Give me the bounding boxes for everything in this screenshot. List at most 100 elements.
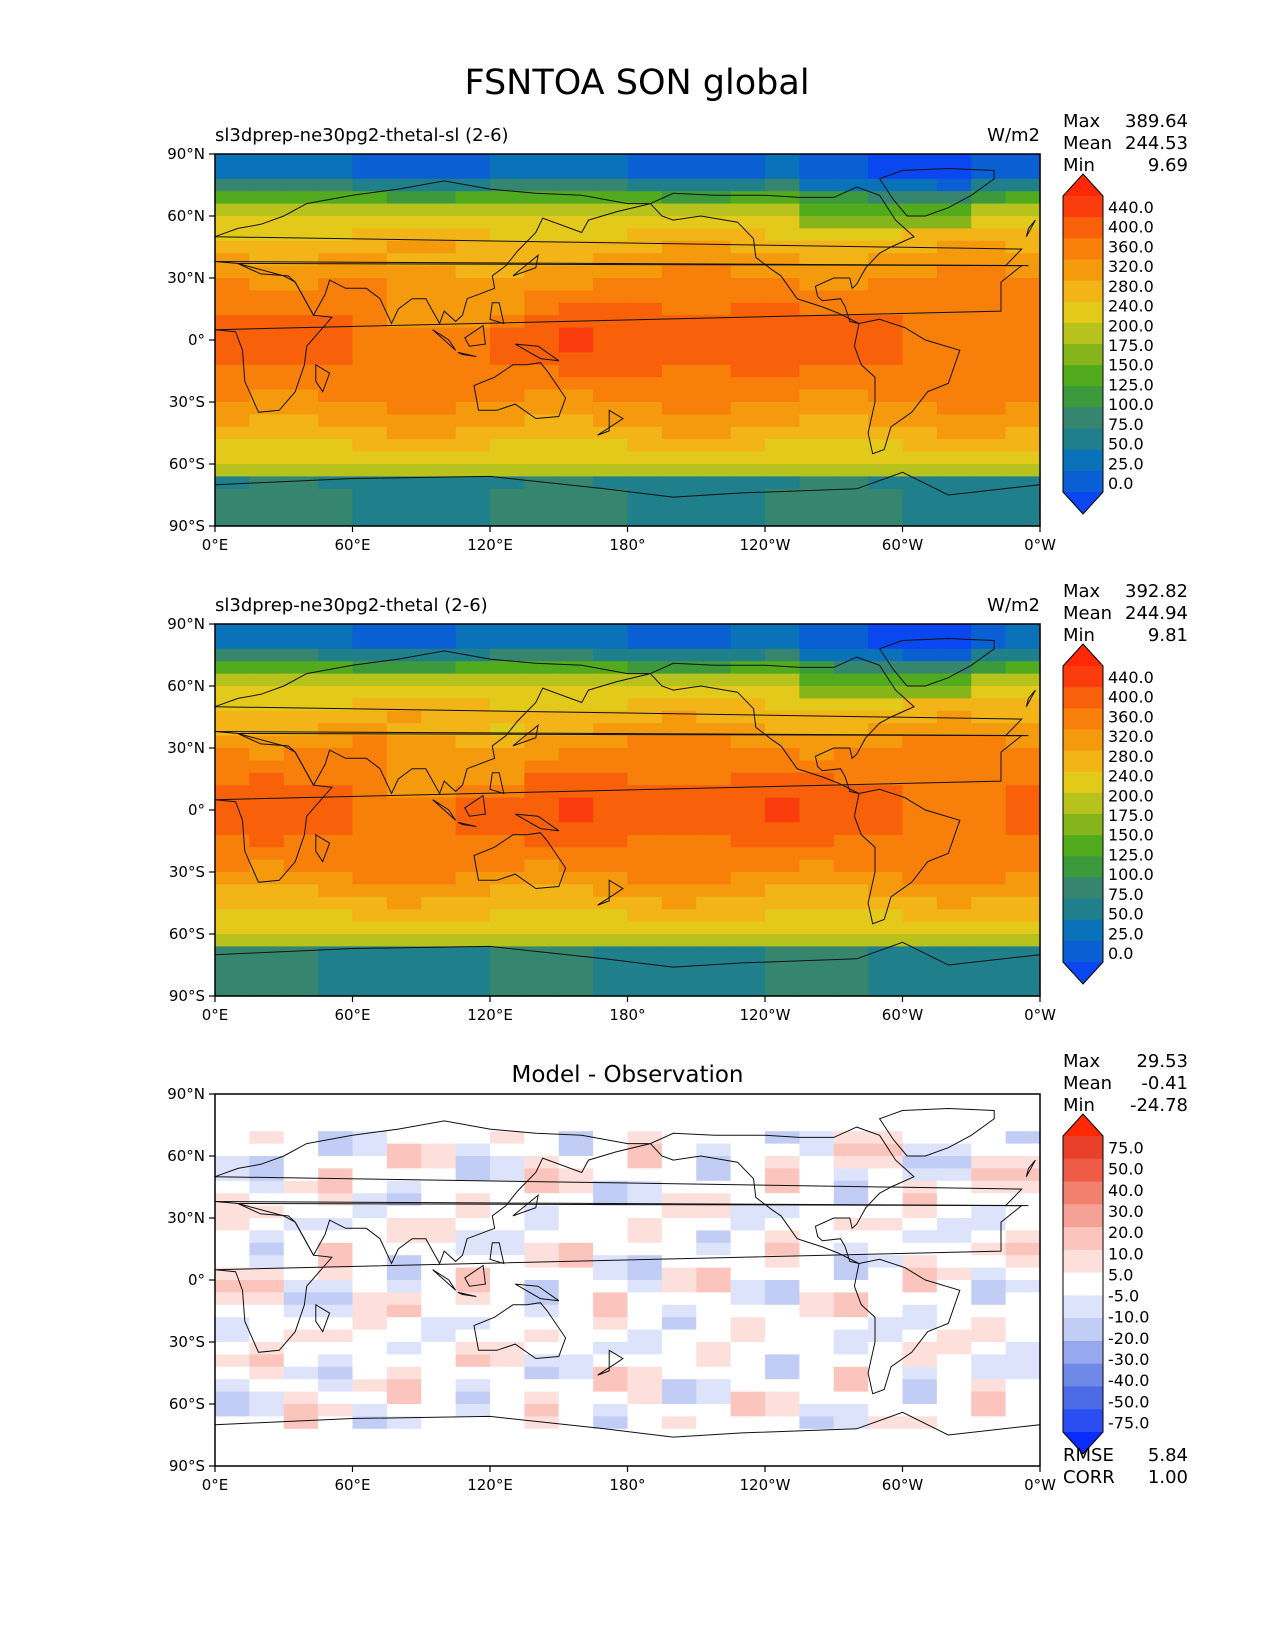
- coastline: [464, 794, 486, 817]
- field-cell: [833, 340, 869, 353]
- field-cell: [352, 1242, 388, 1256]
- field-cell: [421, 166, 457, 180]
- field-cell: [833, 364, 869, 378]
- field-cell: [249, 377, 285, 391]
- field-cell: [730, 785, 766, 799]
- stat-label: Mean: [1063, 603, 1112, 624]
- field-cell: [971, 810, 1007, 823]
- stat-label: Mean: [1063, 1073, 1112, 1094]
- field-cell: [696, 364, 732, 378]
- field-cell: [215, 290, 250, 304]
- field-cell: [765, 278, 800, 291]
- field-cell: [215, 278, 250, 291]
- field-cell: [661, 178, 697, 192]
- colorbar-swatch: [1063, 301, 1103, 324]
- field-cell: [696, 414, 732, 428]
- field-cell: [936, 1366, 972, 1380]
- field-cell: [661, 847, 697, 861]
- field-cell: [455, 216, 491, 229]
- field-cell: [283, 1366, 319, 1380]
- coastlines: [214, 637, 1041, 997]
- field-cell: [765, 834, 800, 848]
- field-cell: [661, 624, 697, 637]
- stat-label: Mean: [1063, 133, 1112, 154]
- field-cell: [558, 686, 594, 699]
- field-cell: [421, 203, 457, 217]
- field-cell: [283, 178, 319, 192]
- field-cell: [799, 1094, 835, 1107]
- field-cell: [902, 154, 938, 167]
- field-cell: [249, 389, 285, 403]
- lat-tick-label: 60°S: [169, 925, 205, 943]
- field-cell: [696, 698, 732, 712]
- field-cell: [593, 1218, 629, 1231]
- coastline: [473, 362, 567, 420]
- field-cell: [352, 847, 388, 861]
- field-cell: [765, 859, 800, 873]
- field-cell: [593, 1317, 629, 1331]
- field-cell: [1005, 377, 1041, 391]
- field-cell: [765, 1242, 800, 1256]
- contour-field: [215, 1094, 1041, 1467]
- field-cell: [627, 178, 663, 192]
- field-cell: [283, 797, 319, 811]
- field-cell: [455, 1242, 491, 1256]
- field-cell: [833, 501, 869, 515]
- field-cell: [833, 439, 869, 453]
- field-cell: [524, 154, 560, 167]
- field-cell: [593, 1242, 629, 1256]
- colorbar-tick-label: -50.0: [1108, 1392, 1149, 1411]
- field-cell: [765, 1143, 800, 1157]
- colorbar-swatch: [1063, 365, 1103, 387]
- field-cell: [490, 1156, 525, 1169]
- field-cell: [593, 1180, 629, 1194]
- field-cell: [902, 1292, 938, 1306]
- field-cell: [249, 822, 285, 836]
- field-cell: [593, 340, 629, 353]
- field-cell: [936, 934, 972, 947]
- field-cell: [318, 1342, 354, 1355]
- field-cell: [799, 648, 835, 662]
- field-cell: [386, 1267, 422, 1281]
- field-cell: [352, 946, 388, 960]
- field-cell: [661, 1230, 697, 1244]
- field-cell: [524, 872, 560, 885]
- field-cell: [661, 772, 697, 786]
- field-cell: [868, 166, 904, 180]
- field-cell: [799, 1404, 835, 1417]
- field-cell: [936, 785, 972, 799]
- field-cell: [696, 1391, 732, 1405]
- field-cell: [352, 909, 388, 923]
- field-cell: [490, 797, 525, 811]
- field-cell: [249, 191, 285, 205]
- field-cell: [283, 216, 319, 229]
- field-cell: [1005, 909, 1041, 923]
- field-cell: [696, 1280, 732, 1293]
- field-cell: [627, 648, 663, 662]
- field-cell: [421, 1317, 457, 1331]
- field-cell: [627, 748, 663, 761]
- field-cell: [283, 488, 319, 502]
- field-cell: [730, 1106, 766, 1120]
- field-cell: [696, 859, 732, 873]
- field-cell: [868, 414, 904, 428]
- field-cell: [283, 340, 319, 353]
- field-cell: [386, 203, 422, 217]
- field-cell: [490, 1441, 525, 1455]
- field-cell: [215, 1218, 250, 1231]
- colorbar-swatch: [1063, 1136, 1103, 1160]
- field-cell: [971, 934, 1007, 947]
- field-cell: [799, 921, 835, 935]
- field-cell: [593, 1428, 629, 1442]
- field-cell: [730, 797, 766, 811]
- field-cell: [490, 1391, 525, 1405]
- field-cell: [730, 1416, 766, 1430]
- field-cell: [936, 1230, 972, 1244]
- field-cell: [558, 847, 594, 861]
- field-cell: [799, 1379, 835, 1393]
- field-cell: [730, 1428, 766, 1442]
- field-cell: [696, 1342, 732, 1355]
- field-cell: [833, 934, 869, 947]
- field-cell: [558, 884, 594, 898]
- colorbar-swatch: [1063, 1386, 1103, 1410]
